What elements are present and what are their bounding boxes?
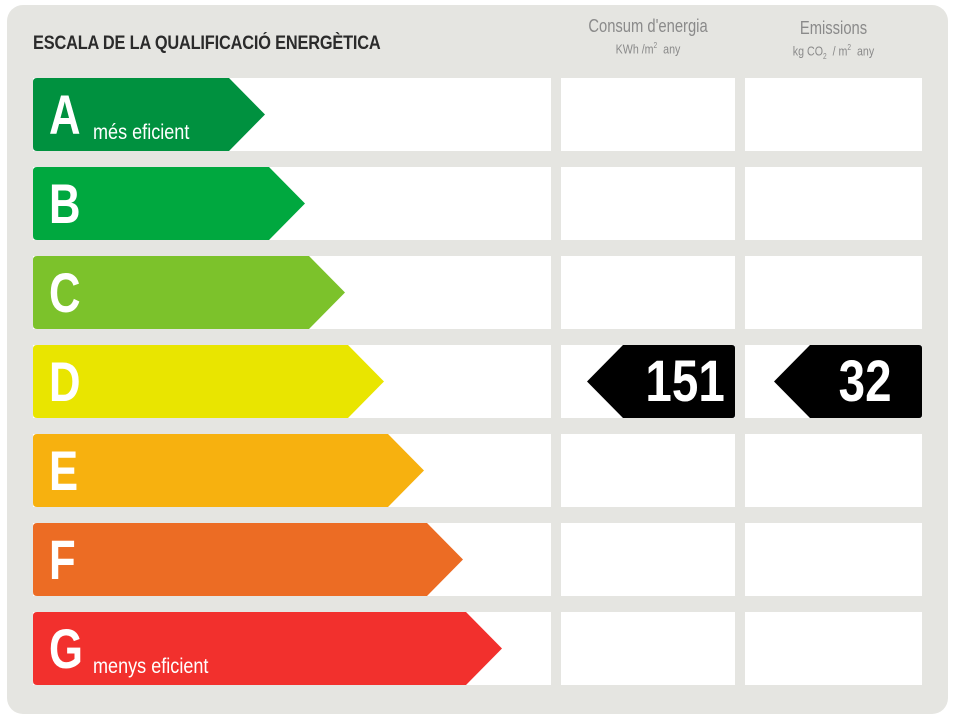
rating-letter: A bbox=[49, 83, 81, 146]
consumption-cell bbox=[561, 256, 735, 329]
emissions-cell bbox=[745, 78, 922, 151]
rating-caption: més eficient bbox=[93, 121, 190, 144]
consumption-cell bbox=[561, 78, 735, 151]
rating-letter: D bbox=[49, 350, 81, 413]
emissions-cell bbox=[745, 523, 922, 596]
emissions-unit: kg CO2 / m2 any bbox=[792, 43, 875, 61]
rating-arrow-a: A més eficient bbox=[33, 78, 267, 151]
emissions-label: Emissions bbox=[799, 18, 868, 38]
rating-arrow-f: F bbox=[33, 523, 467, 596]
consumption-column-header: Consum d'energia KWh /m2 any bbox=[561, 16, 735, 56]
emissions-cell bbox=[745, 256, 922, 329]
rating-letter: B bbox=[49, 172, 81, 235]
emissions-cell bbox=[745, 612, 922, 685]
rating-letter: C bbox=[49, 261, 81, 324]
rating-arrow-b: B bbox=[33, 167, 307, 240]
rating-letter: G bbox=[49, 617, 83, 680]
consumption-cell bbox=[561, 523, 735, 596]
rating-letter: F bbox=[49, 528, 76, 591]
rating-arrow-e: E bbox=[33, 434, 427, 507]
chart-title: ESCALA DE LA QUALIFICACIÓ ENERGÈTICA bbox=[33, 33, 381, 54]
consumption-label: Consum d'energia bbox=[588, 16, 708, 36]
rating-arrow-g: G menys eficient bbox=[33, 612, 505, 685]
rating-letter: E bbox=[49, 439, 79, 502]
emissions-cell bbox=[745, 434, 922, 507]
rating-arrow-d: D bbox=[33, 345, 387, 418]
emissions-cell: 32 bbox=[745, 345, 922, 418]
consumption-cell bbox=[561, 167, 735, 240]
consumption-value-badge: 151 bbox=[585, 345, 735, 418]
emissions-value-badge: 32 bbox=[772, 345, 922, 418]
consumption-unit: KWh /m2 any bbox=[615, 41, 681, 57]
consumption-cell bbox=[561, 612, 735, 685]
consumption-cell bbox=[561, 434, 735, 507]
rating-caption: menys eficient bbox=[93, 655, 209, 678]
rating-arrow-c: C bbox=[33, 256, 347, 329]
consumption-cell: 151 bbox=[561, 345, 735, 418]
emissions-column-header: Emissions kg CO2 / m2 any bbox=[745, 18, 922, 61]
emissions-value: 32 bbox=[839, 349, 892, 414]
consumption-value: 151 bbox=[645, 349, 725, 414]
emissions-cell bbox=[745, 167, 922, 240]
